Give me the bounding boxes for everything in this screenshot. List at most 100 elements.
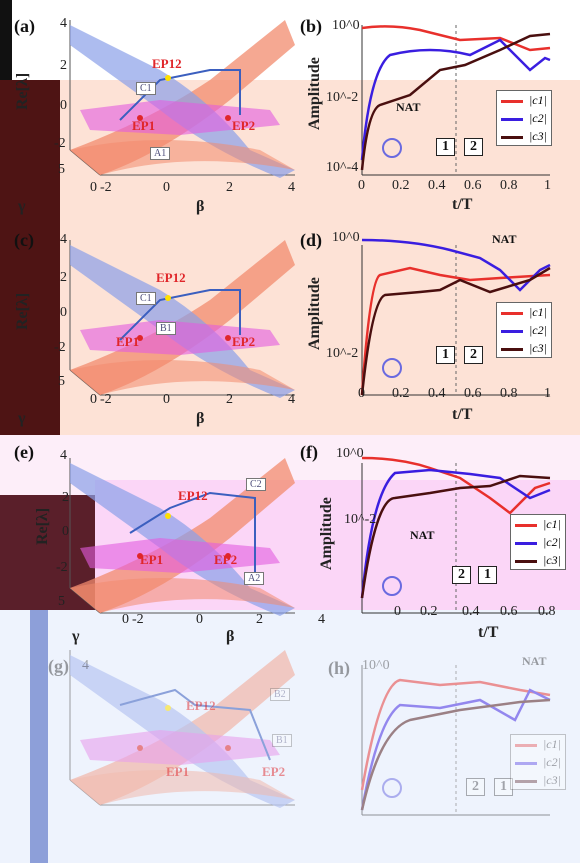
xtick-d-1: 0.2 <box>392 386 410 401</box>
gtick-a-1: 0 <box>90 180 97 195</box>
ep12-dot <box>165 75 171 81</box>
ep12-label-c: EP12 <box>156 270 186 285</box>
ep1-label-e: EP1 <box>140 552 164 567</box>
ep12-dot <box>165 705 171 711</box>
blue-eigen-sheet <box>70 25 295 178</box>
c3-curve <box>360 266 551 396</box>
ytick-a-1: 2 <box>60 58 67 73</box>
legend-h-c2: |c2| <box>543 755 561 769</box>
blue-eigen-sheet <box>70 245 295 398</box>
xtick-d-4: 0.8 <box>500 386 518 401</box>
pink-eigen-sheet <box>80 730 280 765</box>
ylabel-d: Amplitude <box>306 277 323 350</box>
lower-red-sheet <box>70 140 295 175</box>
ylabel-a: Re[λ] <box>14 72 31 110</box>
gtick-c-0: 5 <box>58 374 65 389</box>
ytick-e-0: 4 <box>60 448 67 463</box>
panel-label-g: (g) <box>48 656 69 676</box>
c1-curve <box>360 266 551 396</box>
panel-label-a: (a) <box>14 16 35 36</box>
btick-e-0: -2 <box>132 612 144 627</box>
amp-panel-b <box>360 25 551 176</box>
ep1-label-g: EP1 <box>166 764 190 779</box>
xtick-b-3: 0.6 <box>464 178 482 193</box>
amp-panel-d <box>360 238 551 396</box>
ep12-label-g: EP12 <box>186 698 216 713</box>
box-c1-c: C1 <box>136 292 156 305</box>
btick-c-1: 0 <box>163 392 170 407</box>
c2-curve <box>360 38 551 161</box>
box-b1-g: B1 <box>272 734 292 747</box>
seq-f-0: 2 <box>452 566 471 584</box>
panel-label-f: (f) <box>300 442 318 462</box>
rotation-icon <box>382 778 402 798</box>
band-top-right <box>300 0 580 65</box>
ep1-label-c: EP1 <box>116 334 140 349</box>
pink-eigen-sheet <box>80 538 280 573</box>
seq-d-0: 1 <box>436 346 455 364</box>
ytick-b-1: 10^-2 <box>326 90 359 105</box>
rotation-icon <box>382 576 402 596</box>
seq-f-1: 1 <box>478 566 497 584</box>
gamma-label-a: γ <box>18 198 26 215</box>
xlabel-f: t/T <box>478 624 499 641</box>
ytick-a-0: 4 <box>60 16 67 31</box>
amp-panel-h <box>360 665 551 816</box>
band-left-dark <box>0 80 60 435</box>
red-eigen-sheet <box>70 650 295 805</box>
ytick-e-1: 2 <box>62 490 69 505</box>
xtick-d-2: 0.4 <box>428 386 446 401</box>
lower-red-sheet <box>70 360 295 395</box>
btick-c-2: 2 <box>226 392 233 407</box>
lower-red-sheet <box>70 578 295 613</box>
legend-h: |c1| |c2| |c3| <box>510 734 566 790</box>
ep12-dot <box>165 513 171 519</box>
ep2-dot <box>225 115 231 121</box>
rotation-icon <box>382 358 402 378</box>
xtick-b-0: 0 <box>358 178 365 193</box>
ep2-label-g: EP2 <box>262 764 286 779</box>
btick-e-1: 0 <box>196 612 203 627</box>
seq-h-1: 1 <box>494 778 513 796</box>
btick-a-2: 2 <box>226 180 233 195</box>
ep2-label-e: EP2 <box>214 552 238 567</box>
c2-curve <box>360 688 551 811</box>
c3-curve <box>360 698 551 811</box>
nat-label-h: NAT <box>522 654 547 668</box>
surface-panel-a <box>69 20 295 178</box>
ytick-b-0: 10^0 <box>332 18 360 33</box>
ep1-dot <box>137 115 143 121</box>
ytick-a-2: 0 <box>60 98 67 113</box>
c2-curve <box>360 468 551 599</box>
box-a1-a: A1 <box>150 147 171 160</box>
trajectory-path <box>119 688 271 761</box>
ep2-dot <box>225 335 231 341</box>
legend-h-c1: |c1| <box>543 737 561 751</box>
ep2-dot <box>225 553 231 559</box>
ytick-d-1: 10^-2 <box>326 346 359 361</box>
box-a2-e: A2 <box>244 572 265 585</box>
beta-label-e: β <box>226 628 235 645</box>
ylabel-b: Amplitude <box>306 57 323 130</box>
nat-label-b: NAT <box>396 100 421 114</box>
panel-label-h: (h) <box>328 658 350 678</box>
btick-a-1: 0 <box>163 180 170 195</box>
ytick-f-1: 10^-2 <box>344 512 377 527</box>
btick-e-3: 4 <box>318 612 325 627</box>
trajectory-path <box>119 289 241 341</box>
btick-c-3: 4 <box>288 392 295 407</box>
band-blue-dark <box>30 610 48 863</box>
xtick-f-0: 0 <box>394 604 401 619</box>
ep1-dot <box>137 745 143 751</box>
btick-c-0: -2 <box>100 392 112 407</box>
seq-h-0: 2 <box>466 778 485 796</box>
ytick-b-2: 10^-4 <box>326 160 359 175</box>
btick-a-0: -2 <box>100 180 112 195</box>
box-c2-e: C2 <box>246 478 266 491</box>
gtick-c-1: 0 <box>90 392 97 407</box>
box-b1-c: B1 <box>156 322 176 335</box>
legend-f: |c1| |c2| |c3| <box>510 514 566 570</box>
ep1-dot <box>137 553 143 559</box>
ep12-label-a: EP12 <box>152 56 182 71</box>
xtick-b-4: 0.8 <box>500 178 518 193</box>
